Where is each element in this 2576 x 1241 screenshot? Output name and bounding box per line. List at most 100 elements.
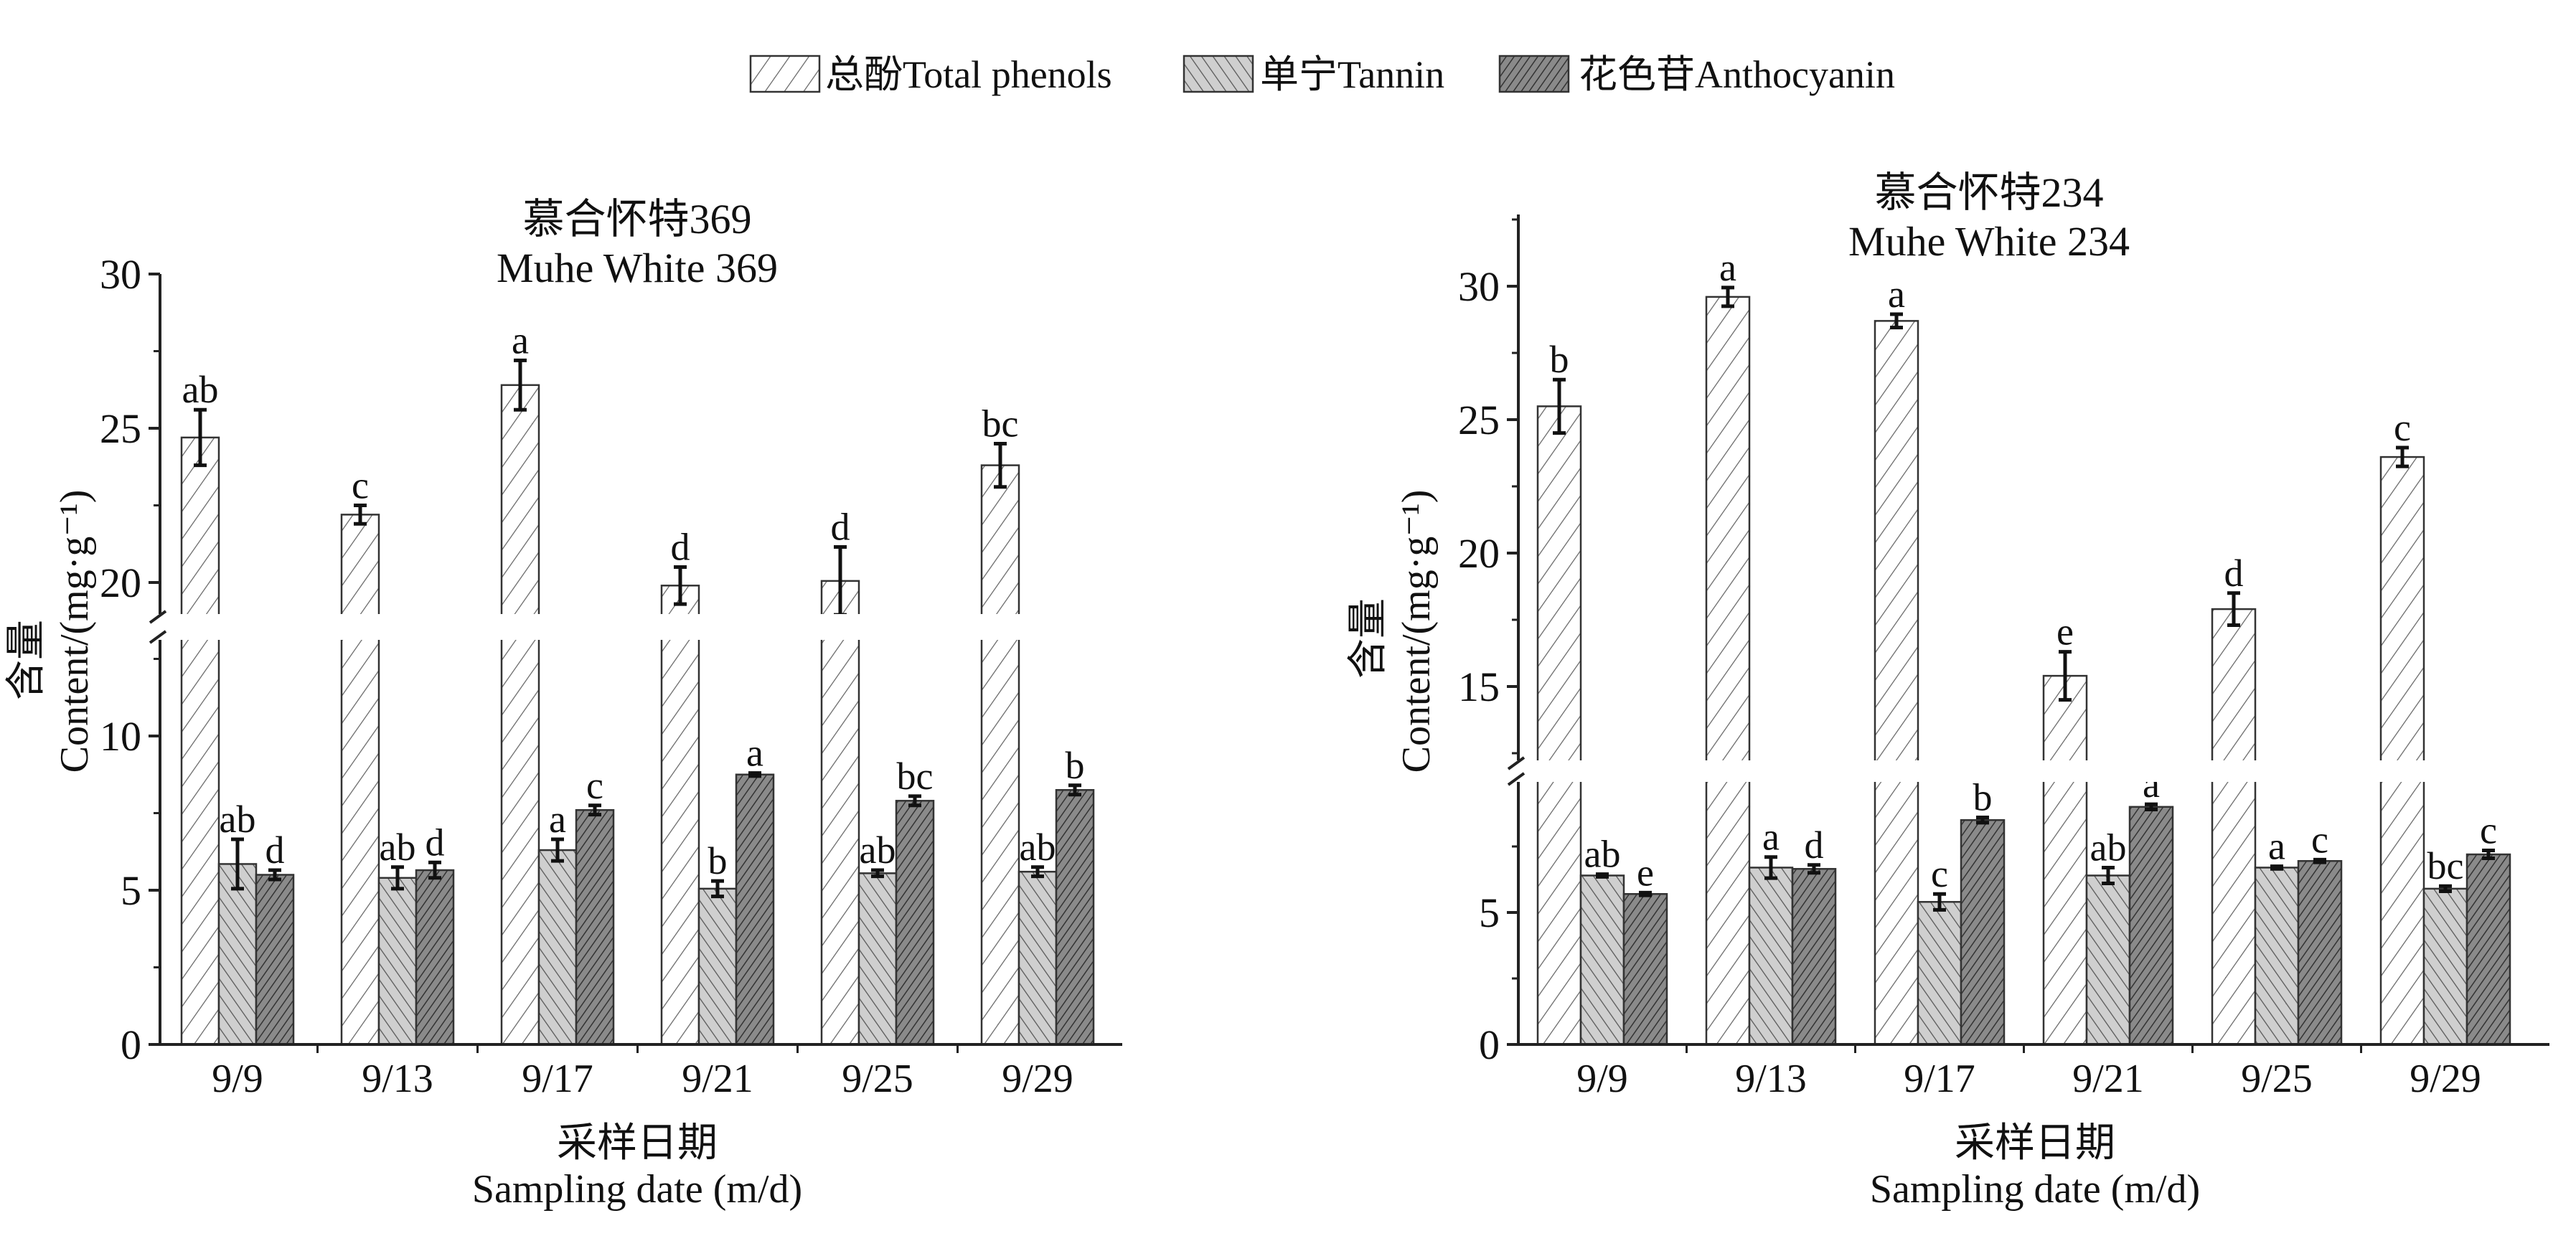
x-tick-label: 9/21 (682, 1057, 753, 1101)
bar-anthocyanin (2128, 806, 2174, 1046)
x-tick-label: 9/25 (2241, 1057, 2313, 1101)
legend-label-tannin: 单宁Tannin (1260, 53, 1444, 96)
significance-letter: ab (380, 826, 416, 869)
axis-break-mark (1507, 756, 1526, 770)
axis-break-gap (146, 614, 1129, 640)
significance-letter: a (746, 732, 763, 775)
y-tick-label: 25 (100, 405, 141, 452)
bar-total-phenols (1705, 296, 1751, 1046)
bar-tannin (217, 863, 258, 1046)
x-tick-label: 9/29 (2410, 1057, 2481, 1101)
significance-letter: d (2224, 552, 2244, 595)
y-tick-label: 5 (121, 867, 141, 914)
bar-tannin (1017, 870, 1058, 1046)
significance-letter: c (2311, 818, 2328, 861)
significance-letter: ab (220, 798, 256, 841)
bar-tannin (1579, 874, 1625, 1046)
chart-right-labels: 慕合怀特234 Muhe White 234 采样日期 Sampling dat… (1346, 169, 2200, 1212)
y-axis-title: Content/(mg·g⁻¹) (52, 490, 97, 773)
bar-anthocyanin (415, 869, 455, 1046)
bar-anthocyanin (895, 800, 935, 1046)
bar-anthocyanin (575, 808, 615, 1046)
bar-total-phenols (2211, 608, 2257, 1046)
chart-subtitle: Muhe White 234 (1848, 218, 2130, 265)
x-tick-label: 9/17 (522, 1057, 593, 1101)
significance-letter: a (1719, 246, 1736, 289)
significance-letter: d (831, 506, 850, 549)
legend-swatch-total-phenols (749, 55, 821, 93)
axis-break-mark (1507, 772, 1526, 786)
bar-anthocyanin (1622, 892, 1668, 1046)
y-axis-title-cn: 含量 (4, 620, 49, 700)
bar-total-phenols (180, 436, 220, 1046)
y-tick-label: 0 (1479, 1021, 1500, 1068)
bar-total-phenols (340, 514, 380, 1046)
y-tick-label: 25 (1458, 397, 1500, 443)
legend: 总酚Total phenols 单宁Tannin 花色苷Anthocyanin (749, 53, 1895, 96)
x-tick-label: 9/13 (1735, 1057, 1807, 1101)
significance-letter: ab (860, 829, 896, 872)
significance-letter: ab (2090, 826, 2127, 869)
significance-letter: c (1931, 852, 1948, 895)
x-axis-title: Sampling date (m/d) (1870, 1167, 2200, 1212)
bar-total-phenols (980, 464, 1020, 1046)
significance-letter: b (1550, 338, 1569, 381)
axis-break-mark (149, 630, 167, 644)
significance-letter: d (671, 526, 690, 569)
x-tick-label: 9/25 (842, 1057, 913, 1101)
significance-letter: a (512, 318, 529, 362)
bar-total-phenols (500, 384, 540, 1046)
legend-label-total-phenols: 总酚Total phenols (825, 53, 1112, 96)
x-axis-title: Sampling date (m/d) (472, 1167, 802, 1212)
legend-swatch-anthocyanin (1498, 55, 1570, 93)
bar-anthocyanin (2465, 853, 2511, 1046)
significance-letter: a (1888, 273, 1905, 316)
significance-letter: a (1762, 816, 1780, 859)
x-tick-label: 9/13 (362, 1057, 433, 1101)
bar-tannin (1917, 901, 1962, 1046)
bar-anthocyanin (2297, 859, 2343, 1046)
significance-letter: a (549, 798, 566, 841)
y-axis-title: Content/(mg·g⁻¹) (1394, 490, 1439, 773)
significance-letter: b (1973, 776, 1993, 819)
bar-tannin (2254, 867, 2300, 1046)
x-tick-label: 9/9 (212, 1057, 263, 1101)
chart-subtitle: Muhe White 369 (497, 245, 778, 291)
bar-tannin (697, 887, 738, 1046)
significance-letter: c (2394, 406, 2411, 449)
bar-anthocyanin (1791, 868, 1837, 1046)
significance-letter: c (352, 464, 369, 507)
bar-tannin (857, 872, 898, 1046)
x-tick-label: 9/17 (1904, 1057, 1975, 1101)
significance-letter: c (586, 764, 603, 807)
bar-tannin (2085, 874, 2131, 1046)
legend-swatch-tannin (1183, 55, 1254, 93)
bar-total-phenols (660, 585, 700, 1046)
significance-letter: b (1066, 744, 1085, 787)
x-tick-label: 9/21 (2072, 1057, 2144, 1101)
bar-anthocyanin (1960, 818, 2006, 1046)
bar-total-phenols (820, 580, 860, 1046)
significance-letter: ab (1584, 833, 1621, 876)
y-tick-label: 30 (1458, 263, 1500, 310)
significance-letter: c (2480, 809, 2497, 852)
significance-letter: d (1805, 824, 1824, 867)
significance-letter: b (708, 839, 728, 882)
bar-total-phenols (1536, 405, 1582, 1046)
significance-letter: bc (982, 402, 1019, 445)
y-tick-label: 5 (1479, 890, 1500, 936)
bar-tannin (537, 849, 578, 1046)
significance-letter: bc (2427, 844, 2464, 887)
chart-title: 慕合怀特369 (522, 196, 751, 242)
x-tick-label: 9/9 (1576, 1057, 1628, 1101)
significance-letter: e (1637, 851, 1654, 894)
axis-break-mark (149, 610, 167, 624)
chart-left-labels: 慕合怀特369 Muhe White 369 采样日期 Sampling dat… (4, 196, 802, 1212)
significance-letter: ab (182, 368, 219, 411)
bar-total-phenols (1874, 320, 1919, 1046)
axis-break-gap (1504, 760, 2557, 782)
y-tick-label: 15 (1458, 664, 1500, 710)
